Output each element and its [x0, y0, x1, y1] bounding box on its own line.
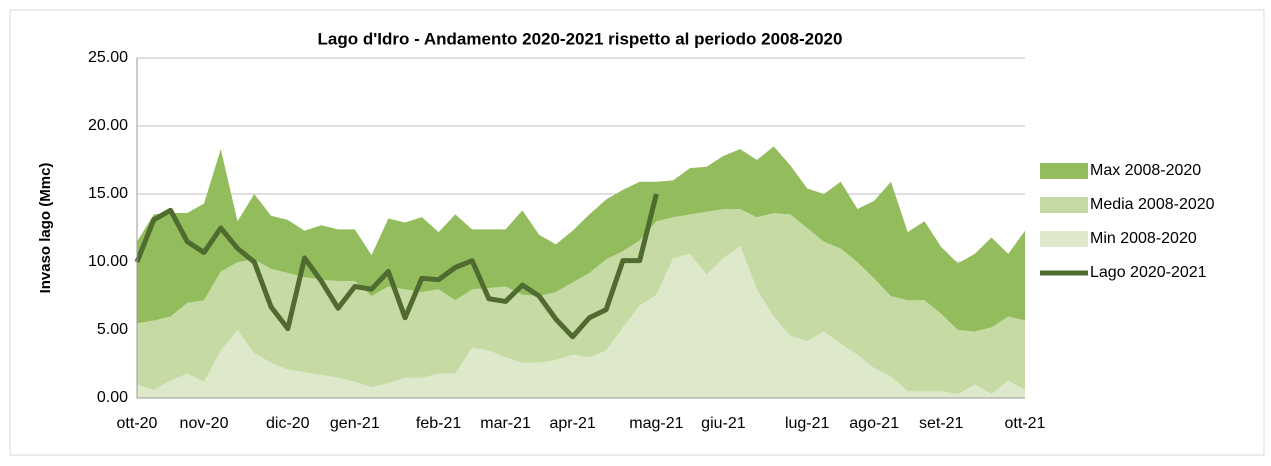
legend-label: Lago 2020-2021 — [1090, 264, 1207, 281]
x-tick-label: ott-21 — [1005, 415, 1046, 432]
legend-label: Media 2008-2020 — [1090, 196, 1215, 213]
y-tick-label: 25.00 — [88, 49, 128, 66]
legend-swatch — [1040, 163, 1088, 179]
x-tick-label: lug-21 — [785, 415, 830, 432]
y-tick-label: 0.00 — [97, 389, 128, 406]
x-tick-label: nov-20 — [180, 415, 229, 432]
y-tick-label: 15.00 — [88, 185, 128, 202]
legend-label: Min 2008-2020 — [1090, 230, 1197, 247]
x-tick-label: giu-21 — [701, 415, 746, 432]
x-tick-label: mar-21 — [480, 415, 531, 432]
legend-label: Max 2008-2020 — [1090, 162, 1201, 179]
x-tick-label: gen-21 — [330, 415, 380, 432]
legend-swatch — [1040, 231, 1088, 247]
x-tick-label: ott-20 — [117, 415, 158, 432]
x-tick-label: apr-21 — [549, 415, 595, 432]
y-tick-label: 20.00 — [88, 117, 128, 134]
x-tick-label: feb-21 — [416, 415, 461, 432]
y-tick-label: 5.00 — [97, 321, 128, 338]
y-axis-label: Invaso lago (Mmc) — [37, 163, 54, 294]
line — [134, 193, 659, 340]
x-tick-label: set-21 — [919, 415, 964, 432]
x-tick-label: mag-21 — [629, 415, 683, 432]
legend-swatch — [1040, 197, 1088, 213]
x-tick-label: ago-21 — [849, 415, 899, 432]
x-tick-label: dic-20 — [266, 415, 310, 432]
chart-title: Lago d'Idro - Andamento 2020-2021 rispet… — [318, 29, 843, 48]
area — [137, 245, 1025, 398]
y-tick-label: 10.00 — [88, 253, 128, 270]
